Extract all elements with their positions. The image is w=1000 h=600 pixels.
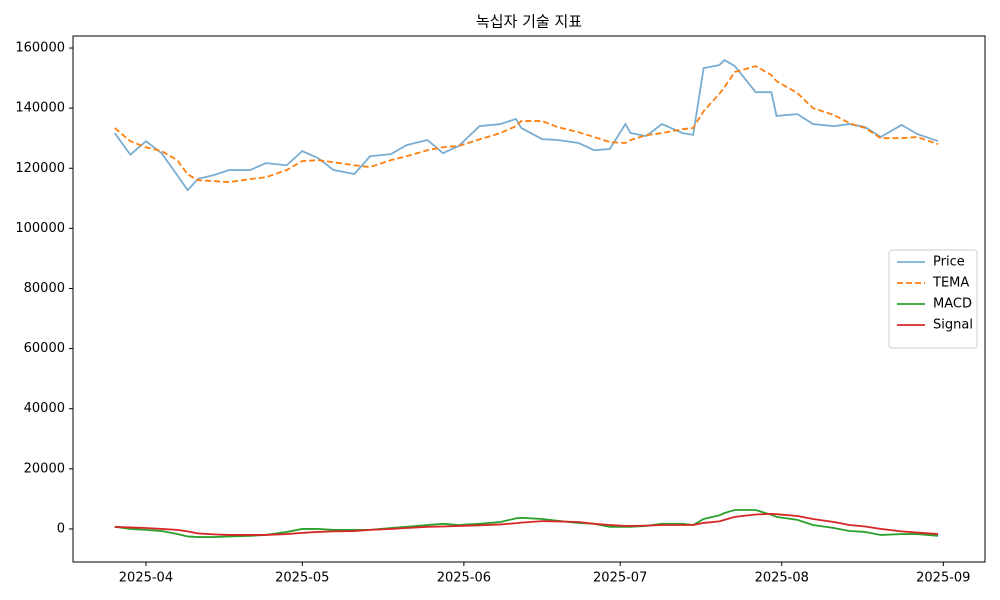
y-tick-label: 0	[57, 521, 65, 536]
x-tick-label: 2025-06	[437, 571, 491, 586]
y-tick-label: 160000	[15, 41, 65, 56]
line-3	[114, 513, 939, 536]
plot-frame	[72, 35, 986, 563]
line-1	[114, 65, 939, 183]
x-tick-label: 2025-05	[275, 571, 329, 586]
y-tick-label: 60000	[24, 341, 65, 356]
line-0	[113, 58, 939, 192]
x-tick-label: 2025-07	[593, 571, 647, 586]
x-tick-label: 2025-04	[119, 571, 173, 586]
y-tick-label: 40000	[24, 401, 65, 416]
legend-label: TEMA	[932, 276, 969, 291]
legend-box	[888, 249, 978, 349]
legend-label: Price	[933, 255, 965, 270]
y-tick-label: 20000	[24, 461, 65, 476]
line-2	[114, 509, 939, 538]
x-tick-label: 2025-09	[916, 571, 970, 586]
y-tick-label: 120000	[15, 161, 65, 176]
x-tick-label: 2025-08	[755, 571, 809, 586]
y-tick-label: 140000	[15, 101, 65, 116]
y-tick-label: 80000	[24, 281, 65, 296]
legend-label: MACD	[933, 297, 972, 312]
y-tick-label: 100000	[15, 221, 65, 236]
chart-title: 녹십자 기술 지표	[476, 13, 582, 31]
legend-label: Signal	[933, 318, 973, 333]
